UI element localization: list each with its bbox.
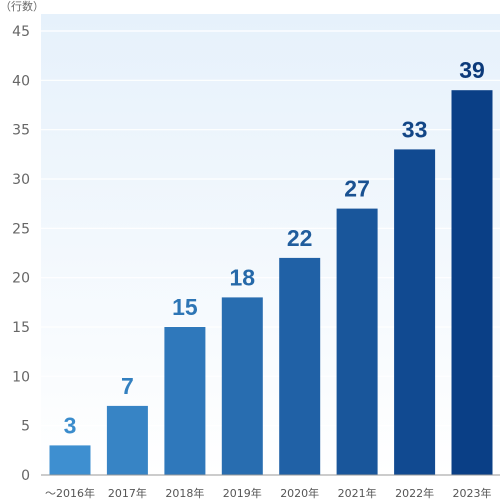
bar xyxy=(451,90,493,475)
bar-value-label: 7 xyxy=(121,373,134,399)
bar xyxy=(221,297,263,475)
y-tick-label: 20 xyxy=(12,271,30,287)
y-tick-label: 10 xyxy=(12,369,30,385)
bar xyxy=(106,405,148,475)
bar xyxy=(279,257,321,475)
x-tick-label: 2023年 xyxy=(453,486,492,500)
value-labels: 3 7 15 18 22 27 33 39 xyxy=(64,57,485,438)
y-tick-label: 30 xyxy=(12,172,30,188)
x-tick-label: ～2016年 xyxy=(45,486,95,500)
y-tick-label: 5 xyxy=(21,419,30,435)
bar-value-label: 15 xyxy=(172,294,198,320)
y-tick-label: 15 xyxy=(12,320,30,336)
x-tick-label: 2022年 xyxy=(395,486,434,500)
bar-value-label: 3 xyxy=(64,412,77,438)
y-tick-label: 40 xyxy=(12,73,30,89)
y-axis-unit-label: （行数） xyxy=(0,0,44,13)
y-tick-label: 0 xyxy=(21,468,30,484)
x-tick-label: 2019年 xyxy=(223,486,262,500)
x-tick-label: 2021年 xyxy=(338,486,377,500)
bar-value-label: 33 xyxy=(402,116,428,142)
x-axis-labels: ～2016年 2017年 2018年 2019年 2020年 2021年 2022年 2023… xyxy=(45,486,492,500)
y-tick-label: 35 xyxy=(12,123,30,139)
x-tick-label: 2018年 xyxy=(165,486,204,500)
bar xyxy=(394,149,436,475)
bar-value-label: 39 xyxy=(459,57,485,83)
y-axis-ticks: 0 5 10 15 20 25 30 35 40 45 xyxy=(12,24,30,484)
x-tick-label: 2020年 xyxy=(280,486,319,500)
bar xyxy=(49,445,91,475)
y-tick-label: 25 xyxy=(12,221,30,237)
bars xyxy=(49,90,493,475)
bar-value-label: 27 xyxy=(344,176,370,202)
bar xyxy=(336,208,378,475)
bar xyxy=(164,327,206,475)
x-tick-label: 2017年 xyxy=(108,486,147,500)
y-tick-label: 45 xyxy=(12,24,30,40)
bar-value-label: 22 xyxy=(287,225,313,251)
bar-value-label: 18 xyxy=(230,264,256,290)
